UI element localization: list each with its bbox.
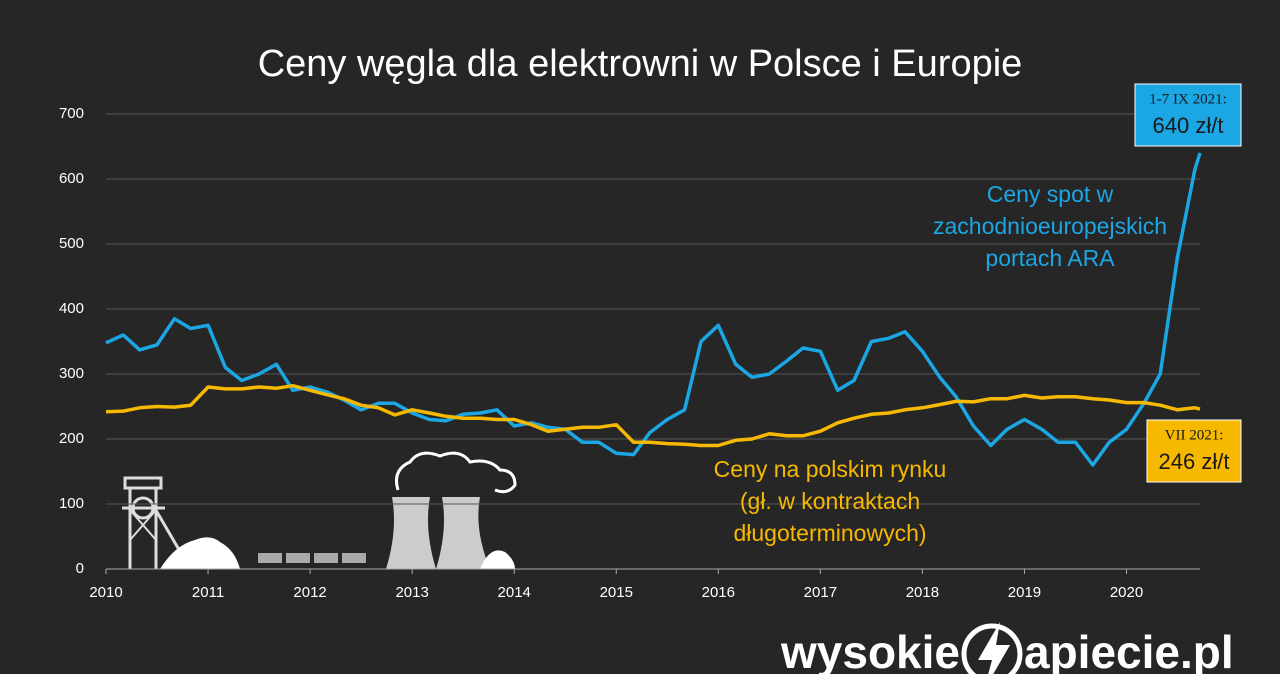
callout-text: 1-7 IX 2021: [1149, 91, 1227, 107]
logo: wysokie apiecie.pl [780, 622, 1234, 674]
series-label: długoterminowych) [733, 520, 926, 546]
y-tick-label: 100 [59, 495, 84, 512]
x-tick-label: 2011 [192, 584, 224, 601]
icons [122, 451, 517, 569]
x-tick-label: 2015 [600, 584, 633, 601]
logo-bolt [978, 622, 1010, 674]
callout-text: 246 zł/t [1159, 449, 1230, 474]
x-tick-label: 2013 [395, 584, 428, 601]
series-label: Ceny spot w [987, 181, 1114, 207]
y-tick-label: 0 [76, 560, 84, 577]
callout-text: VII 2021: [1165, 427, 1224, 443]
x-tick-label: 2014 [498, 584, 531, 601]
y-tick-label: 300 [59, 365, 84, 382]
logo-text: wysokie [780, 626, 960, 674]
logo-text: apiecie.pl [1024, 626, 1234, 674]
x-tick-label: 2020 [1110, 584, 1143, 601]
callout-box [1146, 419, 1242, 483]
series-label: zachodnioeuropejskich [933, 213, 1167, 239]
y-tick-label: 400 [59, 300, 84, 317]
series-label: (gł. w kontraktach [740, 488, 920, 514]
logo-icon [961, 623, 1023, 674]
y-tick-label: 500 [59, 235, 84, 252]
x-tick-label: 2016 [702, 584, 735, 601]
y-tick-label: 700 [59, 105, 84, 122]
x-tick-label: 2012 [293, 584, 326, 601]
y-tick-label: 200 [59, 430, 84, 447]
x-tick-label: 2010 [89, 584, 122, 601]
callout-box [1134, 83, 1242, 147]
series-label: Ceny na polskim rynku [714, 456, 947, 482]
chart-title: Ceny węgla dla elektrowni w Polsce i Eur… [258, 43, 1023, 85]
series-label: portach ARA [985, 245, 1115, 271]
callout-text: 640 zł/t [1153, 113, 1224, 138]
x-tick-label: 2019 [1008, 584, 1041, 601]
x-tick-label: 2017 [804, 584, 837, 601]
series-line [105, 383, 1201, 448]
x-tick-label: 2018 [906, 584, 939, 601]
y-tick-label: 600 [59, 170, 84, 187]
